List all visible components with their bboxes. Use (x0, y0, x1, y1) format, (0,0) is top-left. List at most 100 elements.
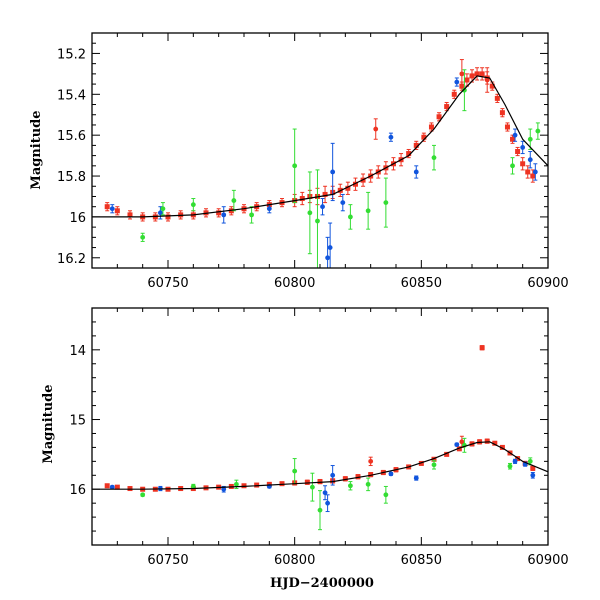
data-point (325, 255, 330, 261)
y-tick-label: 14 (69, 344, 86, 359)
x-tick-label: 60800 (274, 553, 315, 568)
data-point (413, 142, 419, 148)
data-point (127, 486, 133, 492)
data-point (499, 444, 505, 450)
data-point (479, 71, 485, 77)
data-point (527, 136, 533, 142)
data-point (352, 181, 358, 187)
data-point (451, 91, 457, 97)
data-point (494, 95, 500, 101)
x-axis-label: HJD−2400000 (270, 576, 374, 591)
x-tick-label: 60900 (527, 276, 568, 291)
data-point (216, 210, 222, 216)
data-point (327, 245, 333, 250)
data-point (428, 124, 434, 130)
data-point (454, 79, 460, 85)
data-point (299, 196, 305, 202)
data-point (520, 145, 526, 150)
data-point (190, 202, 196, 208)
top-y-axis-label: Magnitude (29, 110, 44, 189)
data-point (510, 136, 516, 142)
plot-area (92, 345, 548, 531)
model-fit-line (92, 441, 548, 490)
y-tick-label: 16 (69, 211, 86, 226)
data-point (504, 124, 510, 130)
x-tick-label: 60850 (401, 276, 442, 291)
data-point (355, 474, 361, 480)
data-point (512, 132, 518, 138)
data-point (190, 484, 196, 489)
y-tick-label: 15.6 (57, 129, 86, 144)
y-tick-label: 15.2 (57, 47, 86, 62)
data-point (373, 126, 379, 132)
data-point (234, 481, 239, 487)
data-point (525, 169, 531, 175)
bottom-y-axis-label: Magnitude (41, 384, 56, 463)
data-point (383, 492, 389, 498)
data-point (279, 481, 285, 487)
data-point (320, 204, 325, 210)
y-tick-label: 16 (69, 483, 86, 498)
data-point (365, 481, 371, 487)
data-point (127, 212, 133, 218)
data-point (292, 163, 298, 169)
data-point (160, 206, 166, 212)
data-point (532, 169, 538, 175)
model-fit-line (92, 75, 548, 218)
x-tick-label: 60850 (401, 553, 442, 568)
data-point (459, 439, 465, 445)
data-point (140, 234, 146, 240)
data-point (322, 490, 328, 496)
data-point (368, 472, 374, 478)
x-tick-label: 60750 (147, 553, 188, 568)
data-point (221, 486, 227, 492)
data-point (330, 472, 336, 478)
data-point (310, 484, 315, 490)
bottom-panel: 60750 60800 60850 60900 14 15 16 (69, 307, 569, 568)
plot-frame (91, 32, 549, 269)
data-point (431, 462, 437, 468)
x-tick-label: 60800 (274, 276, 315, 291)
data-point (325, 500, 330, 506)
data-point (479, 345, 485, 351)
data-point (413, 475, 419, 481)
data-point (266, 206, 272, 212)
data-point (104, 483, 110, 489)
x-tick-label: 60750 (147, 276, 188, 291)
data-point (535, 128, 541, 134)
y-tick-label: 16.2 (57, 252, 86, 267)
data-point (484, 438, 490, 444)
data-point (254, 482, 260, 488)
data-point (114, 484, 120, 490)
data-point (444, 451, 450, 457)
data-point (165, 214, 171, 220)
data-point (221, 212, 227, 218)
data-point (388, 471, 394, 477)
data-point (512, 458, 518, 464)
top-panel: 60750 60800 60850 60900 15.2 15.4 15.6 15.8 16 16… (57, 32, 569, 291)
data-point (345, 185, 351, 191)
data-point (464, 77, 470, 83)
data-point (307, 210, 313, 216)
data-point (158, 210, 163, 216)
data-point (431, 456, 437, 462)
data-point (527, 157, 533, 163)
data-point (104, 204, 110, 210)
y-tick-label: 15.4 (57, 88, 86, 103)
data-point (436, 114, 442, 120)
data-point (322, 191, 328, 197)
data-point (383, 200, 389, 206)
data-point (456, 446, 462, 452)
data-point (330, 169, 336, 175)
data-point (304, 479, 310, 485)
data-point (418, 460, 424, 466)
data-point (140, 492, 146, 498)
data-point (520, 161, 526, 167)
data-point (348, 214, 353, 220)
data-point (489, 83, 495, 89)
data-point (421, 134, 427, 140)
data-point (431, 155, 437, 161)
data-point (317, 479, 323, 485)
data-point (292, 468, 298, 474)
data-point (492, 440, 498, 446)
